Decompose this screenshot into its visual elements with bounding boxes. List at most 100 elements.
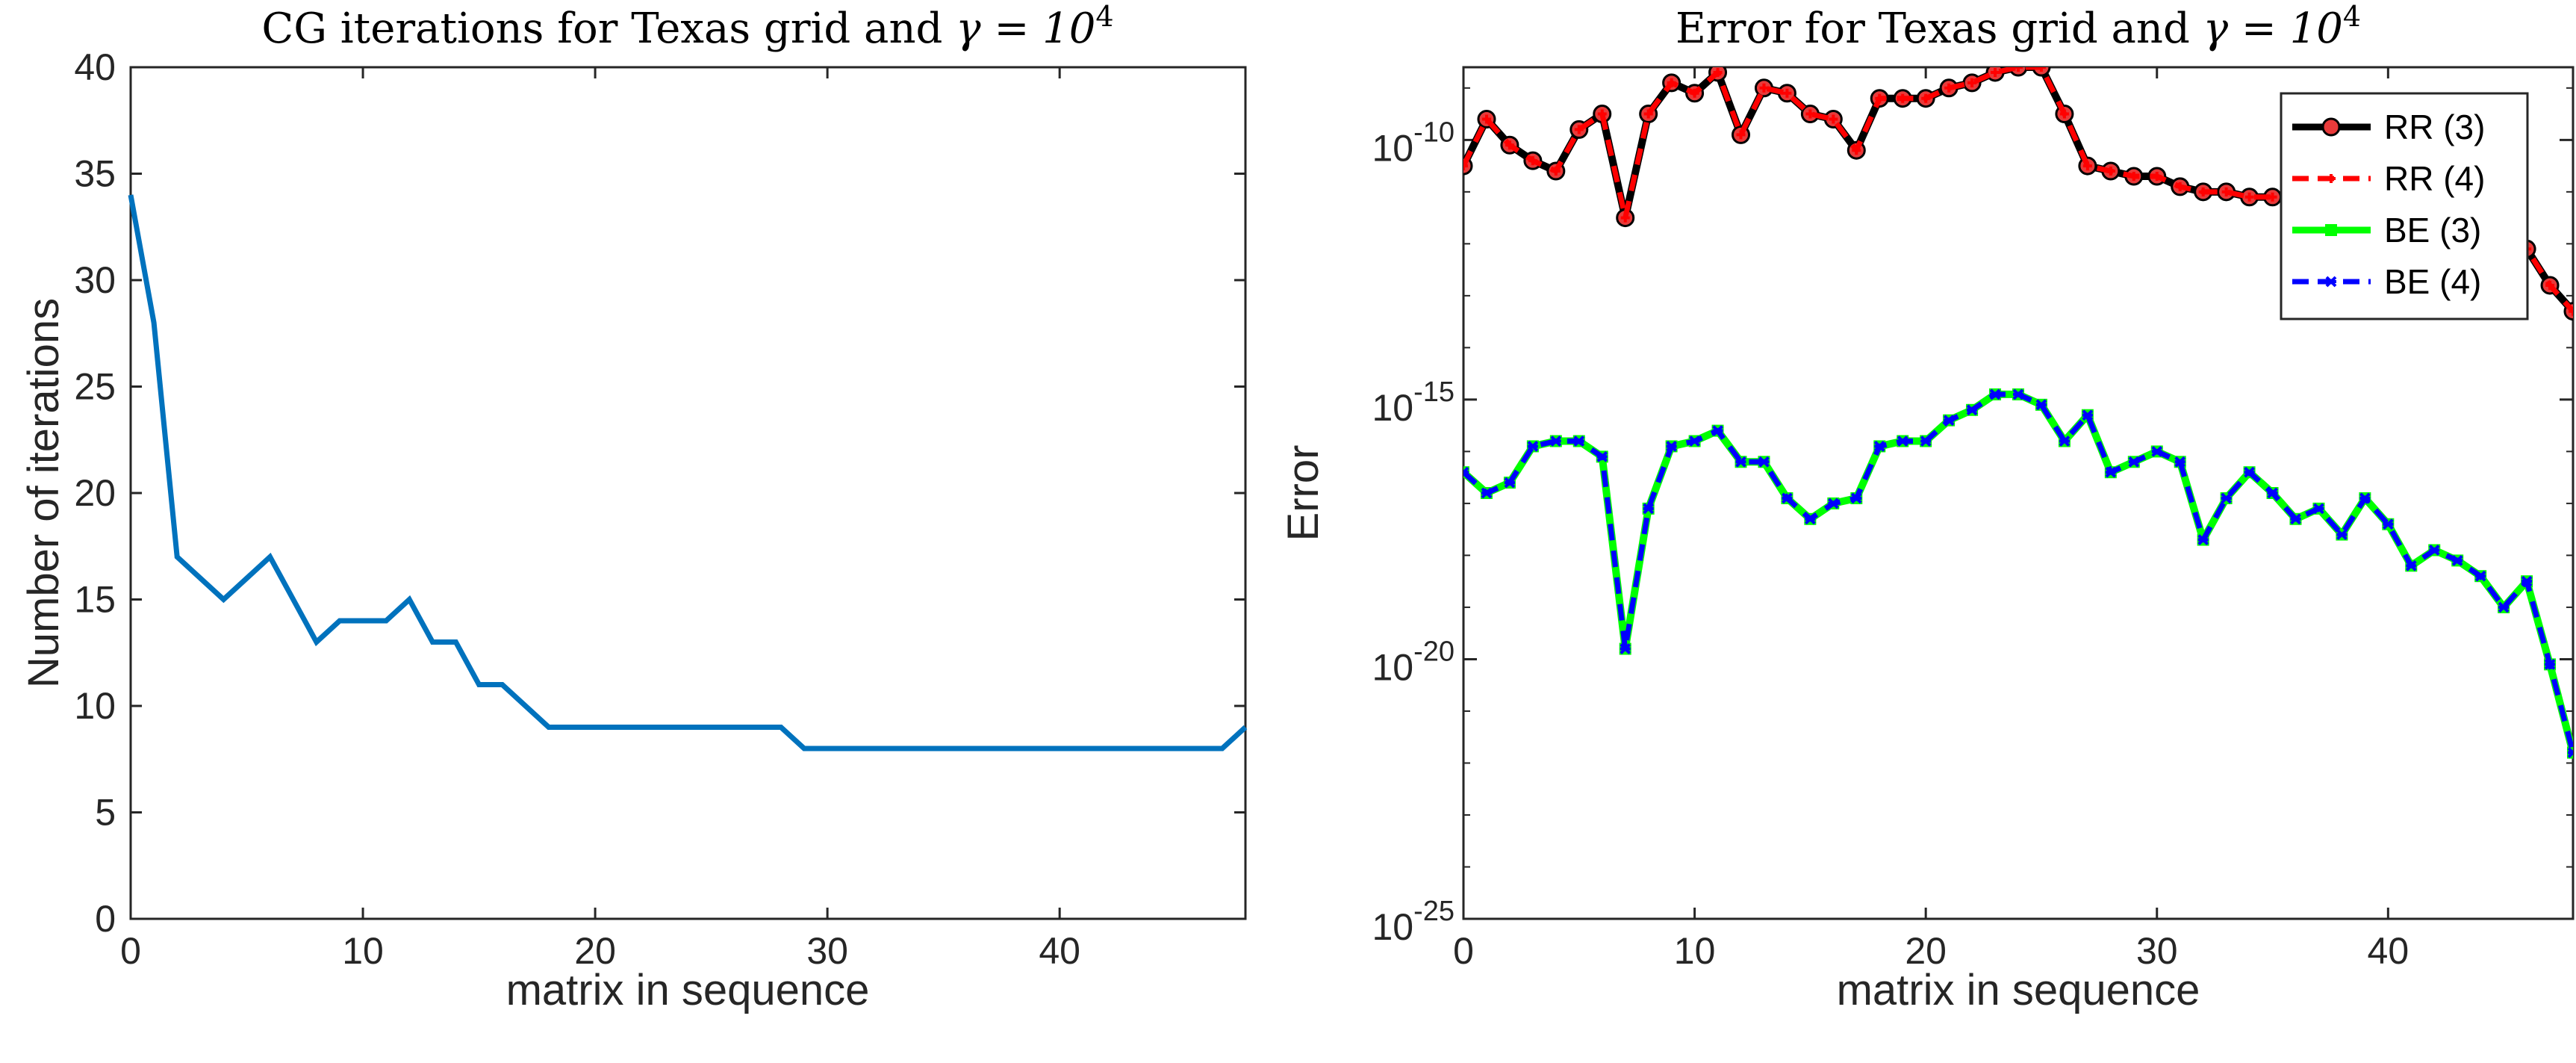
be4-marker [2151,445,2163,457]
rr4-marker [1690,88,1699,98]
y-tick-label: 30 [74,259,116,301]
be4-marker [2012,388,2024,400]
rr4-marker [1620,213,1630,223]
rr4-marker [1944,83,1954,93]
be4-marker [1666,441,1678,452]
x-tick-label: 10 [1674,930,1716,972]
be4-marker [1481,487,1493,499]
legend-label: BE (3) [2384,211,2481,250]
rr4-marker [2059,109,2069,119]
rr4-marker [1805,109,1815,119]
rr4-marker [2036,67,2046,72]
y-tick-base: 10 [1372,127,1413,169]
be4-marker [2313,503,2324,515]
rr4-marker [1481,114,1491,124]
rr3-marker [2321,117,2341,137]
x-tick-label: 40 [1039,930,1080,972]
rr4-marker [1713,67,1723,77]
y-tick-label: 35 [74,153,116,195]
iterations-plot-area [129,66,1247,920]
rr4-marker [1921,93,1931,103]
error-y-axis-label: Error [1279,445,1328,542]
be4-marker [2197,534,2209,545]
be4-marker [1689,436,1700,447]
rr4-marker [1597,109,1607,119]
y-tick-exponent: -10 [1413,117,1455,148]
be4-marker [2405,560,2417,571]
be4-marker [2035,399,2047,411]
y-tick-label: 10-20 [1372,636,1455,688]
rr4-marker [2244,192,2254,202]
rr4-marker [1967,78,1977,87]
be4-marker [2567,747,2573,758]
be4-marker [1712,425,1723,436]
iterations-y-axis-label: Number of iterations [19,298,68,688]
be4-marker [2105,466,2117,478]
rr4-marker [2221,187,2231,196]
be4-marker [1804,513,1816,525]
iterations-line [128,194,1248,751]
be4-marker [2544,658,2556,670]
rr4-marker [1852,146,1861,155]
x-tick-label: 30 [806,930,848,972]
rr4-marker [1463,161,1468,171]
y-tick-label: 10 [74,685,116,727]
rr4-marker [1898,93,1908,103]
rr4-marker [1574,125,1584,134]
x-tick-label: 20 [574,930,616,972]
legend: RR (3) RR (4) BE (3) BE (4) [2280,92,2529,320]
x-tick-label: 10 [342,930,384,972]
be4-marker [2290,513,2301,525]
rr4-marker [2327,174,2336,183]
error-x-axis-label: matrix in sequence [1837,966,2200,1014]
rr4-marker [2569,306,2573,316]
be4-marker [2325,276,2337,288]
be4-marker [1735,456,1746,468]
be4-marker [1966,404,1978,416]
rr4-marker [1551,167,1561,176]
rr4-marker [1759,83,1769,93]
be4-marker [1550,436,1562,447]
x-tick-label: 40 [2368,930,2409,972]
be4-marker [2128,456,2140,468]
be4-marker [1873,441,1885,452]
y-tick-label: 25 [74,366,116,408]
y-tick-label: 15 [74,579,116,621]
be4-marker [2359,492,2371,504]
rr4-marker [1505,140,1514,150]
rr4-marker [1782,88,1792,98]
x-tick-label: 0 [1453,930,1474,972]
be4-marker [1504,477,1516,489]
iterations-x-axis-label: matrix in sequence [506,966,870,1014]
y-tick-label: 20 [74,472,116,514]
x-tick-label: 20 [1905,930,1947,972]
y-tick-label: 40 [74,46,116,88]
legend-label: BE (4) [2384,262,2481,301]
be4-marker [1782,492,1793,504]
be4-marker [1620,643,1631,654]
be4-marker [2451,554,2463,566]
be4-marker [2082,409,2094,421]
rr4-marker [2082,161,2092,171]
be4-marker [2336,529,2348,541]
y-tick-exponent: -25 [1413,896,1455,927]
y-tick-exponent: -15 [1413,376,1455,408]
rr4-marker [2106,167,2115,176]
y-tick-base: 10 [1372,387,1413,429]
y-tick-base: 10 [1372,646,1413,688]
be4-marker [2474,570,2486,582]
be4-marker [2521,575,2533,587]
be4-marker [1596,450,1608,462]
be4-marker [1943,415,1955,427]
be4-marker [1643,503,1655,515]
be4-marker [2498,601,2510,613]
be4-marker [2428,545,2440,556]
rr4-marker [2545,280,2555,290]
be4-marker [2059,436,2071,447]
rr4-marker [2198,187,2208,196]
rr4-marker [1528,156,1537,166]
be4-marker [2382,518,2394,530]
